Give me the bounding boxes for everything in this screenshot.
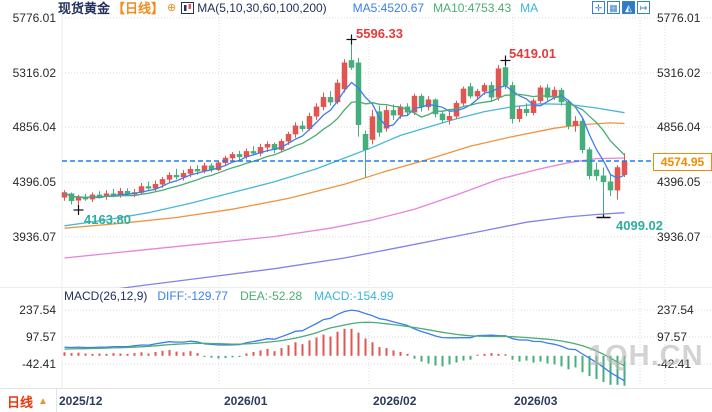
macd-settings-label[interactable]: MACD(26,12,9) bbox=[64, 289, 148, 303]
chart-zoom-icon[interactable]: ◭ bbox=[622, 1, 635, 14]
chart-toolbar: ✛ ▦ ◭ ↦ bbox=[592, 1, 650, 14]
macd-dea-value: DEA:-52.28 bbox=[240, 289, 303, 303]
bottom-bar: 日线 ▲ 2025/12 2026/01 2026/02 2026/03 bbox=[0, 388, 712, 412]
ma200-line bbox=[118, 212, 625, 288]
macd-diff-value: DIFF:-129.77 bbox=[157, 289, 229, 303]
price-annotation: 5596.33 bbox=[356, 26, 403, 41]
macd-panel bbox=[63, 309, 626, 386]
watermark: 1QH.CN bbox=[588, 340, 704, 372]
macd-axis-label-right: 237.54 bbox=[657, 303, 694, 317]
price-axis-label-left: 4856.04 bbox=[12, 120, 56, 134]
add-indicator-icon[interactable]: ⊕ bbox=[167, 2, 177, 14]
macd-axis-label-right: -42.41 bbox=[657, 357, 692, 371]
date-axis-label: 2025/12 bbox=[59, 394, 103, 408]
macd-axis-label-left: 237.54 bbox=[19, 303, 56, 317]
price-axis-label-right: 4396.05 bbox=[657, 175, 701, 189]
ma100-line bbox=[64, 157, 625, 259]
kline-icon bbox=[181, 1, 195, 14]
symbol-title: 现货黄金 bbox=[58, 1, 111, 16]
ma5-line bbox=[64, 81, 625, 199]
ma10-value: MA10:4753.43 bbox=[433, 0, 512, 15]
period-selector[interactable]: 日线 ▲ bbox=[0, 389, 57, 412]
arrow-up-icon: ▲ bbox=[38, 395, 48, 407]
price-axis-label-right: 5776.01 bbox=[657, 11, 701, 25]
ma30-line bbox=[64, 103, 625, 227]
ma-fast-lines bbox=[64, 81, 625, 199]
pan-crosshair-icon[interactable]: ✛ bbox=[592, 1, 605, 14]
macd-diff-line bbox=[64, 309, 625, 382]
ma30-value-truncated: MA bbox=[520, 0, 539, 15]
price-annotation: 5419.01 bbox=[509, 46, 556, 61]
macd-dea-line bbox=[64, 321, 625, 367]
date-axis-label: 2026/02 bbox=[373, 394, 417, 408]
last-price-value: 4574.95 bbox=[660, 155, 705, 169]
ma5-value: MA5:4520.67 bbox=[352, 0, 425, 15]
period-tag[interactable]: 【日线】 bbox=[112, 1, 165, 16]
price-axis-label-right: 4856.04 bbox=[657, 120, 701, 134]
price-axis-label-left: 3936.07 bbox=[12, 230, 56, 244]
axis-scale-icon[interactable]: ▦ bbox=[607, 1, 620, 14]
exit-icon[interactable]: ↦ bbox=[637, 1, 650, 14]
price-annotation: 4163.80 bbox=[84, 212, 131, 227]
price-axis-label-left: 4396.05 bbox=[12, 175, 56, 189]
macd-axis-label-left: -42.41 bbox=[21, 357, 56, 371]
date-axis-label: 2026/01 bbox=[224, 394, 268, 408]
date-axis-label: 2026/03 bbox=[514, 394, 558, 408]
price-markers bbox=[73, 34, 611, 219]
chart-header: 现货黄金 【日线】 ⊕ MA(5,10,30,60,100,200) MA5:4… bbox=[58, 0, 539, 17]
macd-value: MACD:-154.99 bbox=[314, 289, 394, 303]
macd-axis-label-left: 97.57 bbox=[25, 330, 56, 344]
ma-slow-lines bbox=[64, 103, 625, 288]
price-axis-label-right: 5316.02 bbox=[657, 66, 701, 80]
macd-header: MACD(26,12,9) DIFF:-129.77 DEA:-52.28 MA… bbox=[64, 289, 394, 303]
last-price-box: 4574.95 bbox=[653, 153, 712, 171]
price-axis-label-left: 5776.01 bbox=[12, 11, 56, 25]
ma-settings-label[interactable]: MA(5,10,30,60,100,200) bbox=[197, 0, 327, 15]
ma10-line bbox=[64, 93, 625, 199]
price-annotation: 4099.02 bbox=[616, 218, 663, 233]
macd-axis-label-right: 97.57 bbox=[657, 330, 688, 344]
period-label: 日线 bbox=[7, 394, 34, 410]
price-axis-label-left: 5316.02 bbox=[12, 66, 56, 80]
price-axis-label-right: 3936.07 bbox=[657, 230, 701, 244]
